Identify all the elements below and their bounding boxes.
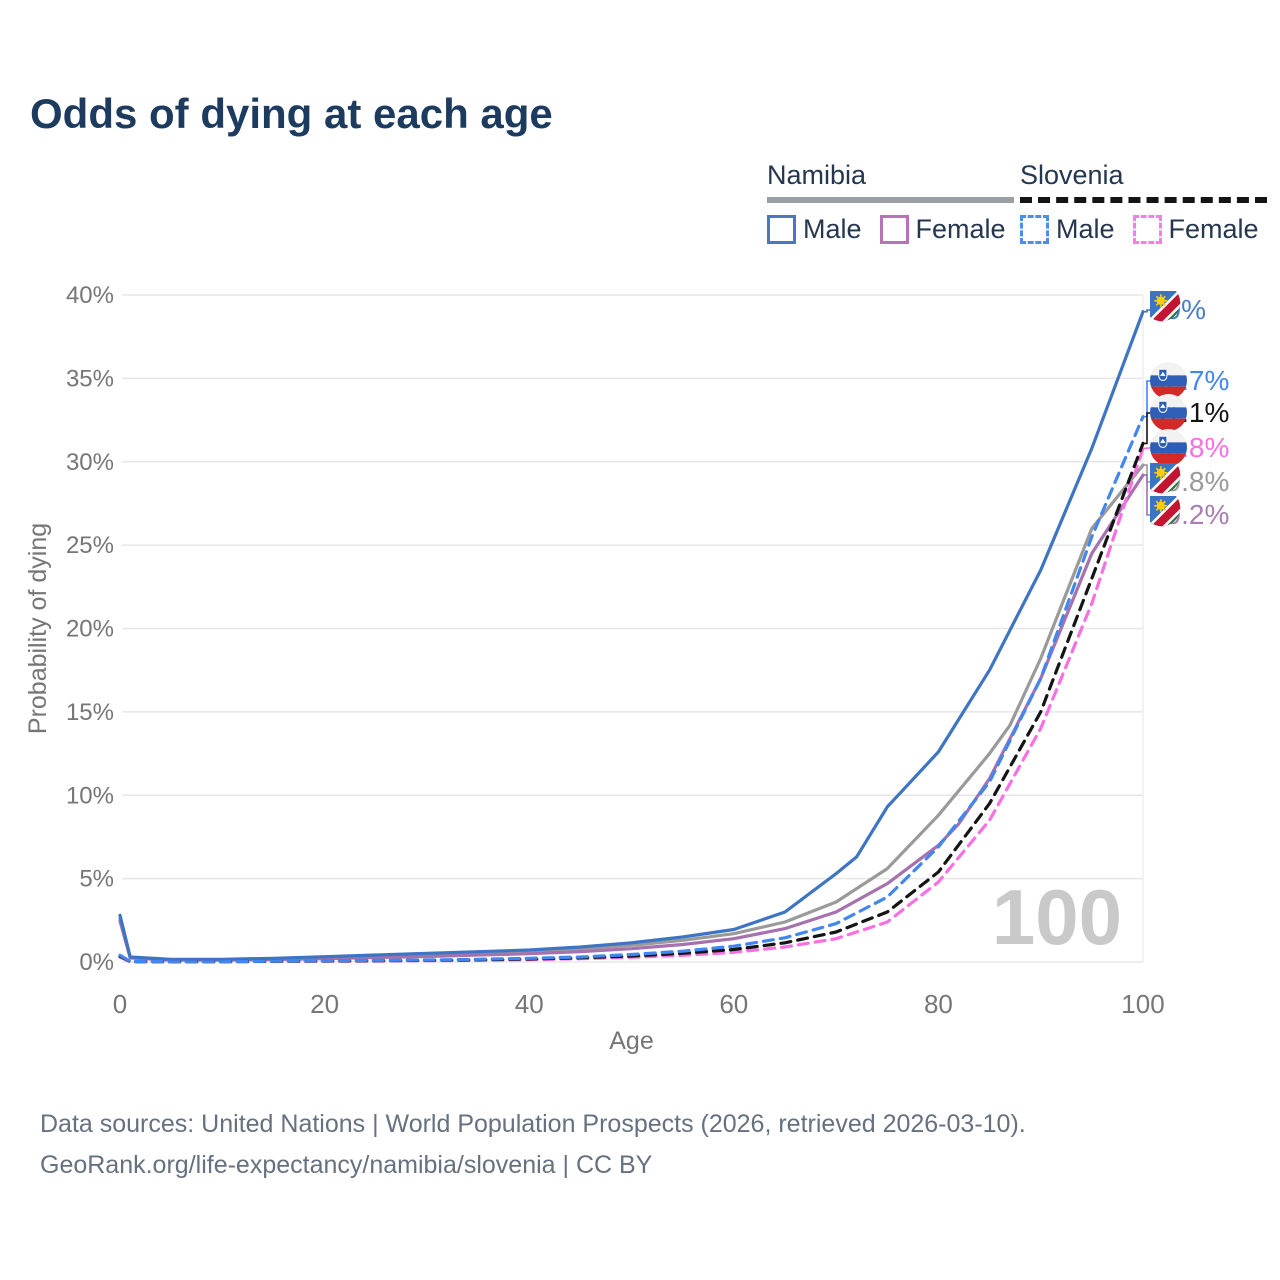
y-axis-title: Probability of dying [24,523,52,734]
x-tick-20: 20 [310,989,339,1019]
x-tick-60: 60 [719,989,748,1019]
legend-swatch-namibia-male[interactable] [767,215,796,244]
series-line-namibia-female [118,473,1145,962]
end-label-namibia-both-sexes: 29.8% [1150,463,1229,501]
end-label-namibia-male: 39% [1150,291,1206,329]
legend-label-slovenia-female: Female [1168,214,1259,244]
end-label-slovenia-male: 32.7% [1150,362,1229,400]
y-tick-0: 0% [79,949,114,976]
end-label-slovenia-female: 30.8% [1150,429,1229,467]
slovenia-flag-icon [1150,394,1187,431]
legend-line-sample-slovenia [1020,197,1267,203]
x-tick-0: 0 [113,989,127,1019]
y-tick-15: 15% [66,699,114,726]
legend-swatch-namibia-female[interactable] [879,215,909,244]
legend-country-slovenia: Slovenia [1020,160,1124,190]
y-tick-25: 25% [66,532,114,559]
y-tick-10: 10% [66,782,114,809]
legend-line-sample-namibia [767,197,1014,203]
y-tick-40: 40% [66,282,114,309]
y-tick-35: 35% [66,365,114,392]
end-label-connector-slovenia-both-sexes [1143,412,1151,445]
slovenia-flag-icon [1150,362,1187,399]
y-tick-30: 30% [66,449,114,476]
source-line-1: Data sources: United Nations | World Pop… [40,1110,1026,1138]
x-tick-80: 80 [924,989,953,1019]
end-label-connector-namibia-male [1143,309,1151,313]
namibia-flag-icon [1150,496,1187,533]
legend-label-slovenia-male: Male [1056,214,1115,244]
legend-label-namibia-male: Male [803,214,862,244]
end-label-connector-slovenia-male [1143,380,1151,418]
namibia-flag-icon [1150,463,1187,500]
legend-group-namibia: Namibia Male Female [767,160,1014,245]
watermark-age-100: 100 [992,873,1122,961]
legend-item-namibia-female[interactable]: Female [879,214,1006,245]
source-line-2: GeoRank.org/life-expectancy/namibia/slov… [40,1151,653,1179]
y-tick-5: 5% [79,866,114,893]
x-tick-40: 40 [515,989,544,1019]
end-label-slovenia-both-sexes: 31.1% [1150,394,1229,432]
legend-swatch-slovenia-male[interactable] [1020,215,1049,244]
page-title: Odds of dying at each age [30,90,553,137]
legend-label-namibia-female: Female [915,214,1006,244]
series-line-namibia-male [118,310,1145,961]
series-line-slovenia-male [118,415,1145,964]
end-label-connector-namibia-female [1143,474,1151,516]
end-label-namibia-female: 29.2% [1150,496,1229,534]
x-tick-100: 100 [1121,989,1164,1019]
legend-group-slovenia: Slovenia Male Female [1020,160,1267,245]
legend-item-slovenia-male[interactable]: Male [1020,214,1115,245]
legend-item-namibia-male[interactable]: Male [767,214,862,245]
slovenia-flag-icon [1150,429,1187,466]
series-line-slovenia-both-sexes [118,441,1145,964]
x-axis-title: Age [609,1027,653,1055]
series-line-slovenia-female [118,446,1145,964]
source-note: Data sources: United Nations | World Pop… [40,1104,1026,1186]
end-label-connector-namibia-both-sexes [1143,464,1151,483]
namibia-flag-icon [1150,291,1187,328]
legend-country-namibia: Namibia [767,160,867,190]
legend-swatch-slovenia-female[interactable] [1132,215,1162,244]
legend-item-slovenia-female[interactable]: Female [1132,214,1259,245]
y-tick-20: 20% [66,616,114,643]
